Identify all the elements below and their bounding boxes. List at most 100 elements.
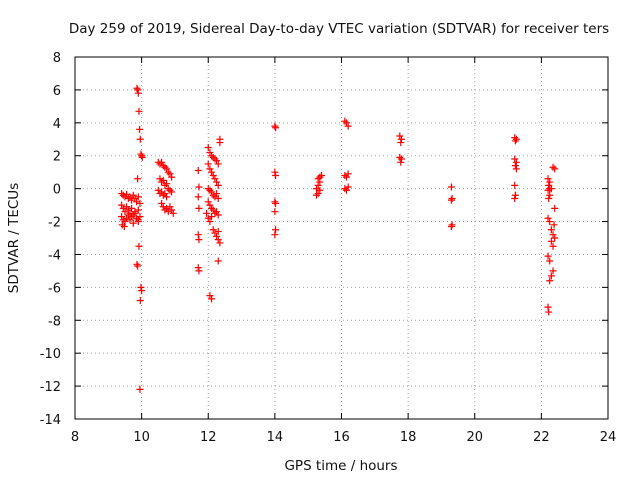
data-point (164, 168, 172, 176)
data-point (550, 221, 558, 229)
data-point (209, 171, 217, 179)
data-point (546, 178, 554, 186)
data-point (168, 206, 176, 214)
data-point (214, 211, 222, 219)
data-point (344, 122, 352, 130)
data-point (118, 201, 126, 209)
data-point (213, 178, 221, 186)
data-point (545, 195, 553, 203)
x-tick-label: 18 (400, 430, 417, 445)
data-point (549, 242, 557, 250)
data-point (206, 201, 214, 209)
data-point (216, 239, 224, 247)
data-point (138, 287, 146, 295)
data-point (511, 134, 519, 142)
data-point (159, 176, 167, 184)
data-point (128, 204, 136, 212)
data-point (136, 385, 144, 393)
data-point (134, 193, 142, 201)
data-point (168, 173, 176, 181)
data-point (195, 236, 203, 244)
data-point (195, 183, 203, 191)
y-tick-label: -8 (48, 314, 61, 329)
data-point (166, 186, 174, 194)
data-point (204, 214, 212, 222)
data-point (119, 204, 127, 212)
x-axis-label: GPS time / hours (284, 458, 397, 474)
data-point (161, 163, 169, 171)
data-point (549, 163, 557, 171)
data-point (547, 185, 555, 193)
data-point (551, 204, 559, 212)
data-point (156, 175, 164, 183)
data-point (194, 264, 202, 272)
x-tick-label: 22 (533, 430, 550, 445)
data-point (158, 199, 166, 207)
data-point (136, 135, 144, 143)
data-point (512, 135, 520, 143)
data-point (316, 178, 324, 186)
data-point (272, 199, 280, 207)
data-point (397, 139, 405, 147)
data-point (164, 208, 172, 216)
data-point (447, 222, 455, 230)
data-point (209, 206, 217, 214)
data-point (159, 162, 167, 170)
data-point (318, 171, 326, 179)
data-point (214, 227, 222, 235)
data-point (397, 158, 405, 166)
data-point (134, 206, 142, 214)
data-point (208, 168, 216, 176)
data-point (547, 237, 555, 245)
data-point (209, 153, 217, 161)
data-point (131, 209, 139, 217)
data-point (136, 213, 144, 221)
x-tick-label: 8 (71, 430, 79, 445)
data-point (314, 181, 322, 189)
data-point (161, 181, 169, 189)
data-point (137, 283, 145, 291)
data-point (158, 178, 166, 186)
data-point (397, 155, 405, 163)
data-point (163, 165, 171, 173)
data-point (214, 257, 222, 265)
data-point (161, 190, 169, 198)
data-point (131, 195, 139, 203)
data-point (208, 188, 216, 196)
data-point (206, 218, 214, 226)
data-point (214, 195, 222, 203)
y-tick-label: -14 (40, 413, 61, 428)
data-point (126, 216, 134, 224)
data-point (544, 175, 552, 183)
data-point (511, 191, 519, 199)
data-point (119, 216, 127, 224)
data-point (213, 208, 221, 216)
data-point (213, 157, 221, 165)
data-point (448, 195, 456, 203)
data-point (206, 186, 214, 194)
data-point (136, 297, 144, 305)
chart-title: Day 259 of 2019, Sidereal Day-to-day VTE… (69, 21, 609, 37)
data-point (211, 155, 219, 163)
data-point (511, 195, 519, 203)
data-point (134, 218, 142, 226)
data-point (344, 170, 352, 178)
data-point (206, 148, 214, 156)
data-point (208, 213, 216, 221)
data-point (272, 124, 280, 132)
data-point (512, 165, 520, 173)
y-tick-label: 8 (53, 51, 61, 66)
data-point (126, 193, 134, 201)
data-point (511, 181, 519, 189)
data-point (314, 175, 322, 183)
data-point (134, 89, 142, 97)
data-point (159, 203, 167, 211)
data-point (209, 226, 217, 234)
data-point (129, 191, 137, 199)
data-point (342, 119, 350, 127)
y-tick-label: -12 (40, 380, 61, 395)
data-point (512, 158, 520, 166)
data-point (195, 267, 203, 275)
data-point (208, 204, 216, 212)
